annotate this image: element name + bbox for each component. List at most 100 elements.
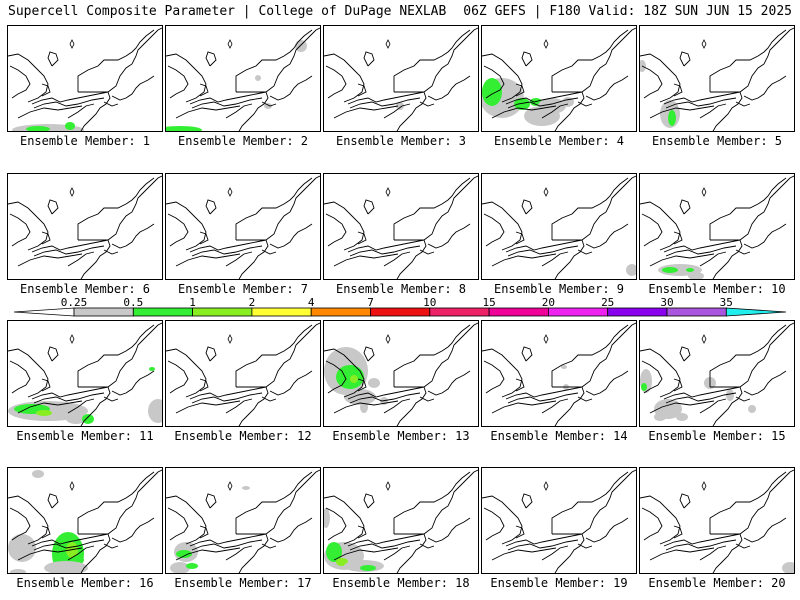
map-boundary	[393, 471, 471, 534]
ensemble-member-map	[165, 25, 321, 132]
map-boundary	[191, 97, 263, 109]
colorbar-segment	[370, 307, 431, 317]
ensemble-member-map	[7, 173, 163, 280]
scp-shading	[186, 563, 198, 569]
map-boundary	[712, 239, 743, 279]
map-boundary	[235, 324, 313, 387]
map-boundary	[261, 249, 277, 255]
scp-shading	[176, 550, 192, 558]
map-boundary	[357, 83, 367, 97]
ensemble-member-map	[639, 467, 795, 574]
map-boundary	[269, 223, 313, 249]
map-boundary	[640, 348, 681, 398]
ensemble-member-map	[481, 320, 637, 427]
ensemble-member-map	[165, 320, 321, 427]
map-boundary	[166, 201, 207, 251]
map-boundary	[103, 396, 119, 402]
map-boundary	[111, 370, 155, 396]
map-boundary	[521, 346, 533, 362]
map-boundary	[427, 517, 471, 543]
colorbar-tick-label: 0.25	[60, 296, 88, 309]
map-boundary	[225, 545, 253, 561]
map-boundary	[393, 177, 471, 240]
map-boundary	[333, 105, 399, 119]
ensemble-member-map	[639, 320, 795, 427]
ensemble-member-label: Ensemble Member: 17	[174, 576, 312, 590]
scp-shading	[688, 272, 704, 279]
map-boundary	[743, 75, 787, 101]
station-marker-icon	[543, 481, 549, 491]
map-boundary	[205, 493, 217, 509]
map-boundary	[199, 83, 209, 97]
map-boundary	[735, 543, 751, 549]
map-boundary	[236, 175, 320, 241]
ensemble-member-label: Ensemble Member: 6	[19, 282, 151, 296]
map-boundary	[427, 223, 471, 249]
scp-shading	[668, 110, 676, 126]
map-boundary	[641, 65, 663, 99]
map-boundary	[41, 231, 51, 245]
map-boundary	[363, 346, 375, 362]
map-boundary	[17, 400, 83, 414]
map-boundary	[515, 378, 525, 392]
station-marker-icon	[385, 481, 391, 491]
map-boundary	[8, 495, 49, 545]
map-boundary	[347, 91, 425, 105]
map-boundary	[17, 547, 83, 561]
map-boundary	[261, 543, 277, 549]
header-valid-time: 06Z GEFS | F180 Valid: 18Z SUN JUN 15 20…	[463, 4, 792, 19]
map-boundary	[577, 101, 593, 107]
colorbar-tick-label: 7	[367, 296, 374, 309]
map-boundary	[225, 398, 253, 414]
map-boundary	[396, 386, 427, 426]
map-boundary	[735, 396, 751, 402]
map-boundary	[167, 507, 189, 541]
ensemble-member-map	[639, 25, 795, 132]
map-boundary	[363, 51, 375, 67]
map-boundary	[554, 386, 585, 426]
ensemble-member-label: Ensemble Member: 15	[648, 429, 786, 443]
map-boundary	[396, 91, 427, 131]
map-boundary	[552, 27, 636, 93]
map-boundary	[77, 324, 155, 387]
map-boundary	[419, 543, 435, 549]
map-boundary	[269, 370, 313, 396]
map-boundary	[482, 348, 523, 398]
map-boundary	[551, 471, 629, 534]
scp-shading	[32, 470, 44, 478]
map-boundary	[225, 251, 253, 267]
ensemble-member-label: Ensemble Member: 3	[335, 134, 467, 148]
map-boundary	[505, 91, 583, 105]
map-boundary	[9, 213, 31, 247]
colorbar-segment	[192, 307, 253, 317]
station-marker-icon	[701, 39, 707, 49]
ensemble-member-map	[7, 467, 163, 574]
map-boundary	[710, 27, 794, 93]
map-boundary	[78, 322, 162, 388]
ensemble-member-label: Ensemble Member: 2	[177, 134, 309, 148]
map-boundary	[111, 223, 155, 249]
map-boundary	[324, 348, 365, 398]
station-marker-icon	[227, 187, 233, 197]
map-boundary	[673, 83, 683, 97]
map-boundary	[167, 213, 189, 247]
map-boundary	[363, 493, 375, 509]
map-boundary	[80, 386, 111, 426]
map-boundary	[111, 517, 155, 543]
map-boundary	[505, 533, 583, 547]
map-boundary	[541, 545, 569, 561]
map-boundary	[236, 322, 320, 388]
map-boundary	[577, 396, 593, 402]
map-boundary	[735, 101, 751, 107]
scp-shading	[748, 405, 756, 413]
colorbar-segment	[429, 307, 490, 317]
map-boundary	[80, 239, 111, 279]
map-boundary	[673, 378, 683, 392]
map-boundary	[238, 386, 269, 426]
scp-shading	[66, 414, 86, 424]
station-marker-icon	[385, 187, 391, 197]
ensemble-member-label: Ensemble Member: 14	[490, 429, 628, 443]
map-boundary	[577, 249, 593, 255]
scp-shading	[561, 365, 567, 369]
scp-shading	[482, 78, 502, 106]
